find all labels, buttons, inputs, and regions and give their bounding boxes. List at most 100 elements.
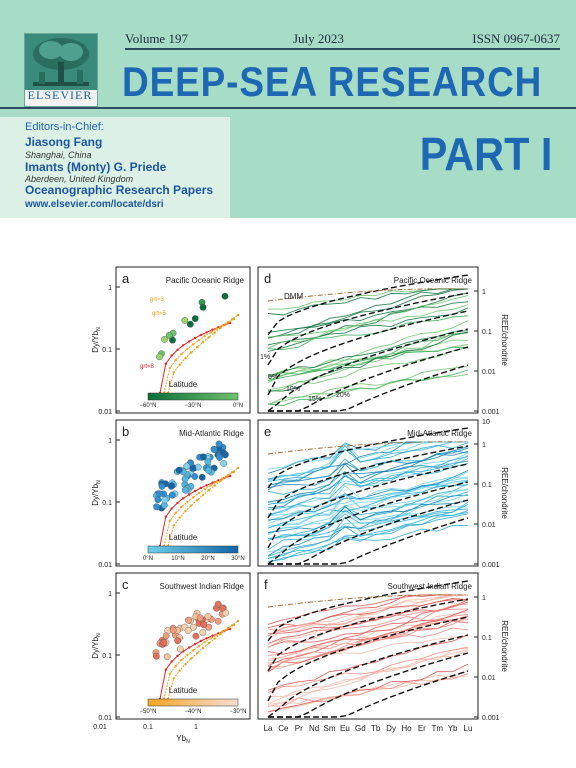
curve-point xyxy=(164,515,167,518)
curve-point xyxy=(199,639,202,643)
curve-point xyxy=(170,507,173,510)
curve-point xyxy=(213,484,216,487)
dmm-label: DMM xyxy=(284,292,303,301)
journal-subtitle: Oceanographic Research Papers xyxy=(25,183,214,197)
panel-letter: c xyxy=(122,577,129,592)
ree-pattern-line xyxy=(267,594,468,637)
curve-label: grt=5 xyxy=(152,311,167,317)
legend-title: Latitude xyxy=(169,686,198,695)
curve-point xyxy=(172,524,175,527)
curve-point xyxy=(192,343,195,346)
curve-point xyxy=(190,351,193,354)
x-tick-label: Pr xyxy=(295,724,303,733)
curve-point xyxy=(201,340,205,344)
x-tick-label: Er xyxy=(418,724,426,733)
ree-pattern-line xyxy=(267,447,469,486)
curve-point xyxy=(188,340,191,343)
ree-pattern-line xyxy=(267,441,468,481)
melt-percent-label: 1% xyxy=(260,354,270,361)
y-tick-label: 0.01 xyxy=(98,562,112,569)
melt-model-curve xyxy=(267,481,469,565)
ree-pattern-line xyxy=(267,480,469,529)
colorbar-tick: 10°N xyxy=(171,556,184,562)
ree-pattern-line xyxy=(267,301,469,334)
data-point xyxy=(160,639,168,646)
curve-point xyxy=(178,669,181,672)
curve-point xyxy=(197,644,201,648)
data-point xyxy=(158,482,166,490)
y-tick-label: 0.1 xyxy=(102,347,112,354)
curve-point xyxy=(168,366,171,370)
data-point xyxy=(168,491,176,499)
data-point xyxy=(214,617,222,625)
y-axis-label: REE/chondrite xyxy=(500,620,509,672)
colorbar-tick: 20°N xyxy=(201,556,214,562)
curve-point xyxy=(174,664,177,668)
curve-point xyxy=(203,334,206,338)
ree-pattern-line xyxy=(267,512,469,557)
curve-point xyxy=(213,637,216,640)
curve-point xyxy=(193,642,197,646)
issue-line: Volume 197 July 2023 ISSN 0967-0637 xyxy=(125,31,560,46)
curve-point xyxy=(205,484,208,487)
divider xyxy=(0,107,576,109)
data-point xyxy=(183,462,191,470)
data-point xyxy=(215,440,223,448)
data-point xyxy=(219,448,227,456)
y-tick-label: 0.1 xyxy=(102,653,112,660)
ree-pattern-line xyxy=(267,494,469,556)
colorbar-tick: 0°N xyxy=(143,556,153,562)
curve-point xyxy=(209,637,212,640)
ree-pattern-line xyxy=(267,456,469,517)
curve-point xyxy=(186,500,189,504)
curve-point xyxy=(205,637,208,640)
data-point xyxy=(220,460,228,467)
ree-pattern-line xyxy=(267,594,468,625)
curve-point xyxy=(213,331,216,334)
curve-point xyxy=(225,322,228,325)
journal-part: PART I xyxy=(419,128,552,180)
y-axis-label: Dy/YbN xyxy=(91,327,102,353)
x-tick-label: Ho xyxy=(401,724,412,733)
curve-point xyxy=(182,497,185,500)
colorbar-tick: −60°N xyxy=(140,403,157,409)
curve-point xyxy=(207,489,210,492)
curve-point xyxy=(219,326,222,330)
data-point xyxy=(168,482,176,490)
curve-point xyxy=(197,491,201,495)
curve-point xyxy=(176,348,179,352)
panel-letter: b xyxy=(122,424,129,439)
melt-model-curve xyxy=(267,274,469,336)
x-tick-label: 0.1 xyxy=(143,724,153,731)
y-tick-label: 0.01 xyxy=(482,369,496,376)
data-point xyxy=(199,629,207,636)
curve-point xyxy=(190,504,193,507)
curve-point xyxy=(196,498,199,502)
data-point xyxy=(156,353,163,361)
melt-model-curve xyxy=(267,328,469,412)
curve-point xyxy=(225,628,228,631)
ree-pattern-line xyxy=(267,513,469,563)
data-point xyxy=(161,496,169,504)
curve-point xyxy=(186,653,189,657)
editor-location: Shanghai, China xyxy=(25,150,92,160)
data-point xyxy=(181,486,189,494)
curve-point xyxy=(174,358,177,362)
melt-model-curve xyxy=(267,616,469,702)
curve-point xyxy=(215,633,218,637)
data-point xyxy=(169,336,176,344)
ree-pattern-line xyxy=(267,450,469,503)
y-tick-label: 1 xyxy=(108,438,112,445)
x-tick-label: Tb xyxy=(371,724,381,733)
melt-percent-label: 5% xyxy=(268,374,278,381)
x-tick-label: Yb xyxy=(448,724,458,733)
y-axis-label: REE/chondrite xyxy=(500,467,509,519)
ree-pattern-line xyxy=(267,670,469,712)
panel-title: Pacific Oceanic Ridge xyxy=(394,276,473,285)
divider xyxy=(125,48,560,50)
x-tick-label: Dy xyxy=(386,724,396,733)
editors-panel: Editors-in-Chief: Jiasong Fang Shanghai,… xyxy=(0,117,230,218)
colorbar xyxy=(147,545,239,554)
x-tick-label: La xyxy=(264,724,273,733)
curve-point xyxy=(190,657,193,660)
